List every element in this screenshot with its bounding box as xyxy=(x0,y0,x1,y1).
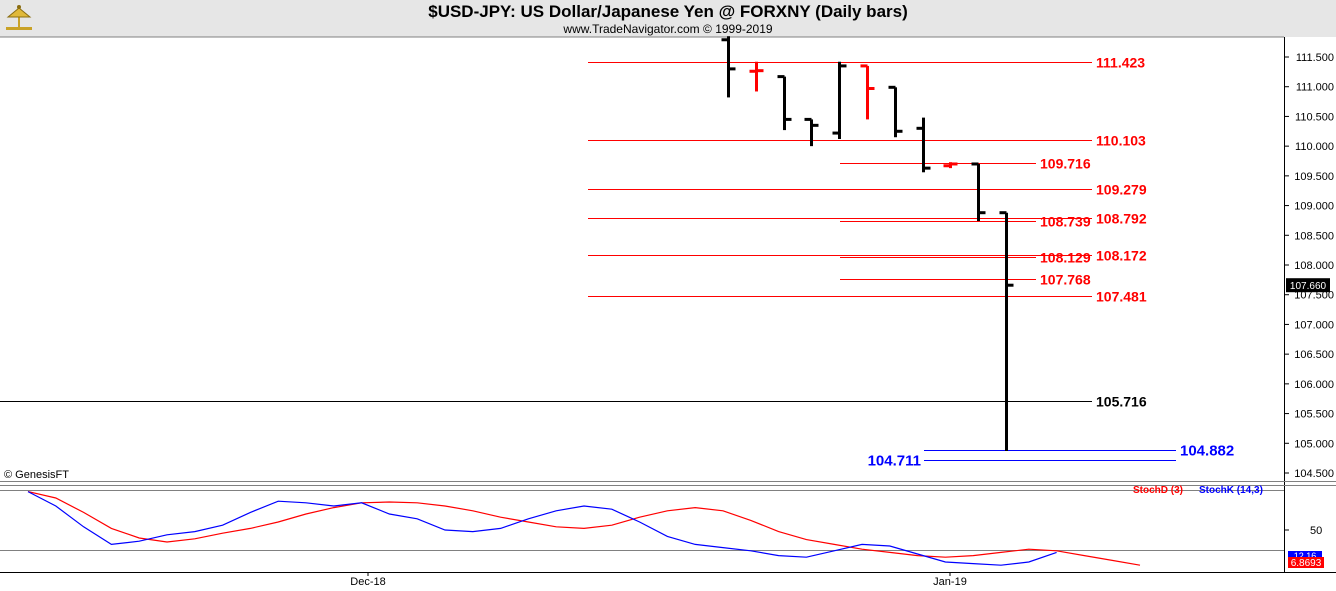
price-tick-label: 105.000 xyxy=(1294,438,1334,450)
stoch-d-legend: StochD (3) xyxy=(1133,485,1183,496)
level-label: 108.739 xyxy=(1040,214,1091,230)
stoch-d-last-text: 6.8693 xyxy=(1291,558,1322,569)
ohlc-bar xyxy=(749,61,764,92)
time-x-axis: Dec-18 Jan-19 xyxy=(350,572,967,588)
level-label: 104.882 xyxy=(1180,443,1234,460)
level-label: 105.716 xyxy=(1096,394,1147,410)
stoch-k-legend: StochK (14,3) xyxy=(1199,485,1263,496)
price-tick-label: 110.500 xyxy=(1295,111,1334,123)
price-tick-label: 104.500 xyxy=(1294,468,1334,480)
ohlc-bar xyxy=(916,117,931,173)
price-y-axis: 111.500 111.000 110.500 110.000 109.500 109.0… xyxy=(1284,52,1334,480)
time-tick-label: Dec-18 xyxy=(350,576,385,588)
copyright-label: © GenesisFT xyxy=(4,469,69,481)
level-label: 107.768 xyxy=(1040,272,1091,288)
ohlc-bar xyxy=(943,162,958,169)
price-tick-label: 108.000 xyxy=(1294,260,1334,272)
stoch-k-line xyxy=(27,491,1057,566)
price-levels: 111.423 110.103 109.716 109.279 108.792 108.7… xyxy=(0,55,1234,470)
stoch-d-last-box xyxy=(1288,557,1324,568)
stoch-tick-label: 50 xyxy=(1310,525,1322,537)
level-label: 107.481 xyxy=(1096,289,1147,305)
last-price-box xyxy=(1286,278,1330,293)
stochastic-panel: 50 12.166.8693 xyxy=(27,491,1324,569)
price-tick-label: 107.500 xyxy=(1294,290,1334,302)
price-tick-label: 110.000 xyxy=(1295,141,1334,153)
ohlc-bar xyxy=(832,61,847,140)
level-label: 108.172 xyxy=(1096,248,1147,264)
time-tick-label: Jan-19 xyxy=(933,576,967,588)
chart-title: $USD-JPY: US Dollar/Japanese Yen @ FORXN… xyxy=(428,2,908,21)
price-tick-label: 106.500 xyxy=(1294,349,1334,361)
price-tick-label: 111.500 xyxy=(1296,52,1334,64)
ohlc-bar xyxy=(888,85,903,138)
price-tick-label: 111.000 xyxy=(1296,82,1334,94)
price-tick-label: 109.500 xyxy=(1294,171,1334,183)
ohlc-bar xyxy=(999,211,1014,452)
price-tick-label: 105.500 xyxy=(1294,409,1334,421)
last-price-badge: 107.660 xyxy=(1286,278,1330,293)
level-label: 110.103 xyxy=(1096,133,1146,149)
chart-subtitle: www.TradeNavigator.com © 1999-2019 xyxy=(563,22,773,36)
price-tick-label: 109.000 xyxy=(1294,201,1334,213)
level-label: 111.423 xyxy=(1096,55,1145,71)
ohlc-bar xyxy=(804,117,819,147)
level-label: 108.792 xyxy=(1096,211,1147,227)
price-bars xyxy=(721,36,1014,452)
level-label: 104.711 xyxy=(868,453,921,470)
chart-header: $USD-JPY: US Dollar/Japanese Yen @ FORXN… xyxy=(0,0,1336,37)
stoch-k-last-box xyxy=(1288,551,1322,561)
price-tick-label: 108.500 xyxy=(1294,230,1334,242)
price-tick-label: 107.000 xyxy=(1294,319,1334,331)
stoch-d-line xyxy=(27,491,1141,566)
ohlc-bar xyxy=(860,64,875,120)
trade-navigator-logo xyxy=(4,3,34,38)
last-price-text: 107.660 xyxy=(1290,281,1327,292)
ohlc-bar xyxy=(721,36,736,98)
level-label: 109.279 xyxy=(1096,182,1147,198)
level-label: 109.716 xyxy=(1040,156,1091,172)
level-label: 108.129 xyxy=(1040,250,1091,266)
stoch-k-last-text: 12.16 xyxy=(1294,551,1317,561)
ohlc-bar xyxy=(971,162,986,222)
price-tick-label: 106.000 xyxy=(1294,379,1334,391)
ohlc-bar xyxy=(777,75,792,131)
